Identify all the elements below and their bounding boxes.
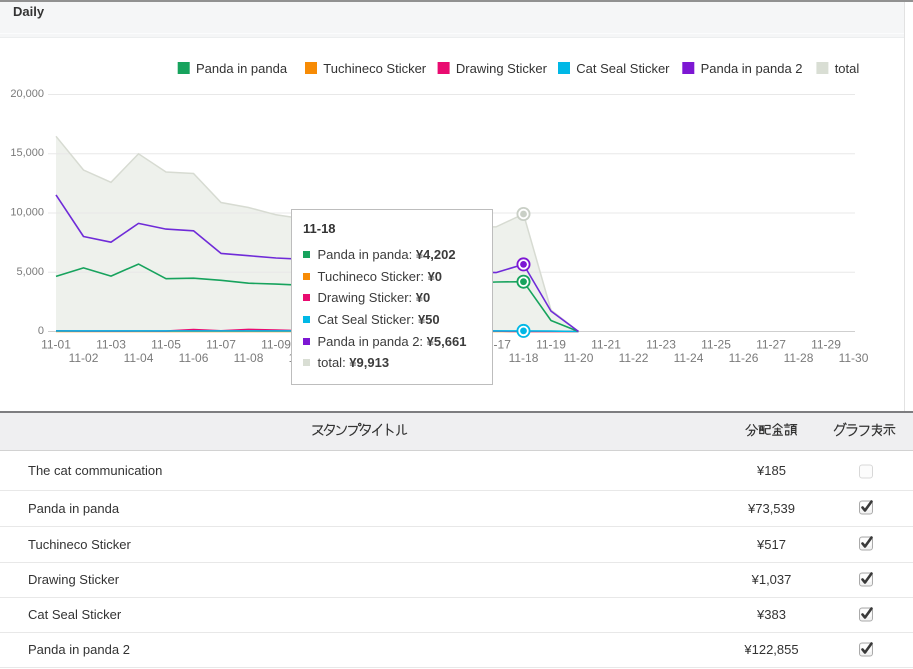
svg-text:11-26: 11-26	[729, 351, 759, 365]
svg-text:11-20: 11-20	[564, 351, 594, 365]
svg-text:11-04: 11-04	[124, 351, 154, 365]
svg-text:11-01: 11-01	[41, 337, 71, 351]
svg-text:11-02: 11-02	[69, 351, 99, 365]
svg-text:11-29: 11-29	[811, 337, 841, 351]
svg-text:11-07: 11-07	[206, 337, 236, 351]
svg-text:total: total	[835, 61, 860, 76]
svg-text:Cat Seal Sticker: Cat Seal Sticker	[576, 61, 670, 76]
svg-text:11-06: 11-06	[179, 351, 209, 365]
svg-text:Panda in panda: Panda in panda	[196, 61, 288, 76]
svg-text:Panda in panda 2: Panda in panda 2	[701, 61, 803, 76]
svg-text:11-21: 11-21	[591, 337, 621, 351]
svg-text:11-18: 11-18	[509, 351, 539, 365]
svg-text:11-27: 11-27	[756, 337, 786, 351]
svg-text:0: 0	[38, 325, 44, 337]
svg-text:Drawing Sticker: Drawing Sticker	[456, 61, 548, 76]
svg-text:11-25: 11-25	[701, 337, 731, 351]
svg-text:20,000: 20,000	[10, 88, 44, 100]
svg-text:11-30: 11-30	[839, 351, 869, 365]
svg-text:11-03: 11-03	[96, 337, 126, 351]
svg-text:5,000: 5,000	[16, 266, 44, 278]
svg-text:11-08: 11-08	[234, 351, 264, 365]
svg-text:11-28: 11-28	[784, 351, 814, 365]
svg-text:Tuchineco Sticker: Tuchineco Sticker	[323, 61, 427, 76]
svg-text:11-05: 11-05	[151, 337, 181, 351]
svg-text:10,000: 10,000	[10, 207, 44, 219]
svg-text:11-09: 11-09	[261, 337, 291, 351]
svg-text:11-19: 11-19	[536, 337, 566, 351]
svg-text:11-23: 11-23	[646, 337, 676, 351]
svg-text:11-22: 11-22	[619, 351, 649, 365]
svg-text:15,000: 15,000	[10, 147, 44, 159]
svg-text:11-24: 11-24	[674, 351, 704, 365]
